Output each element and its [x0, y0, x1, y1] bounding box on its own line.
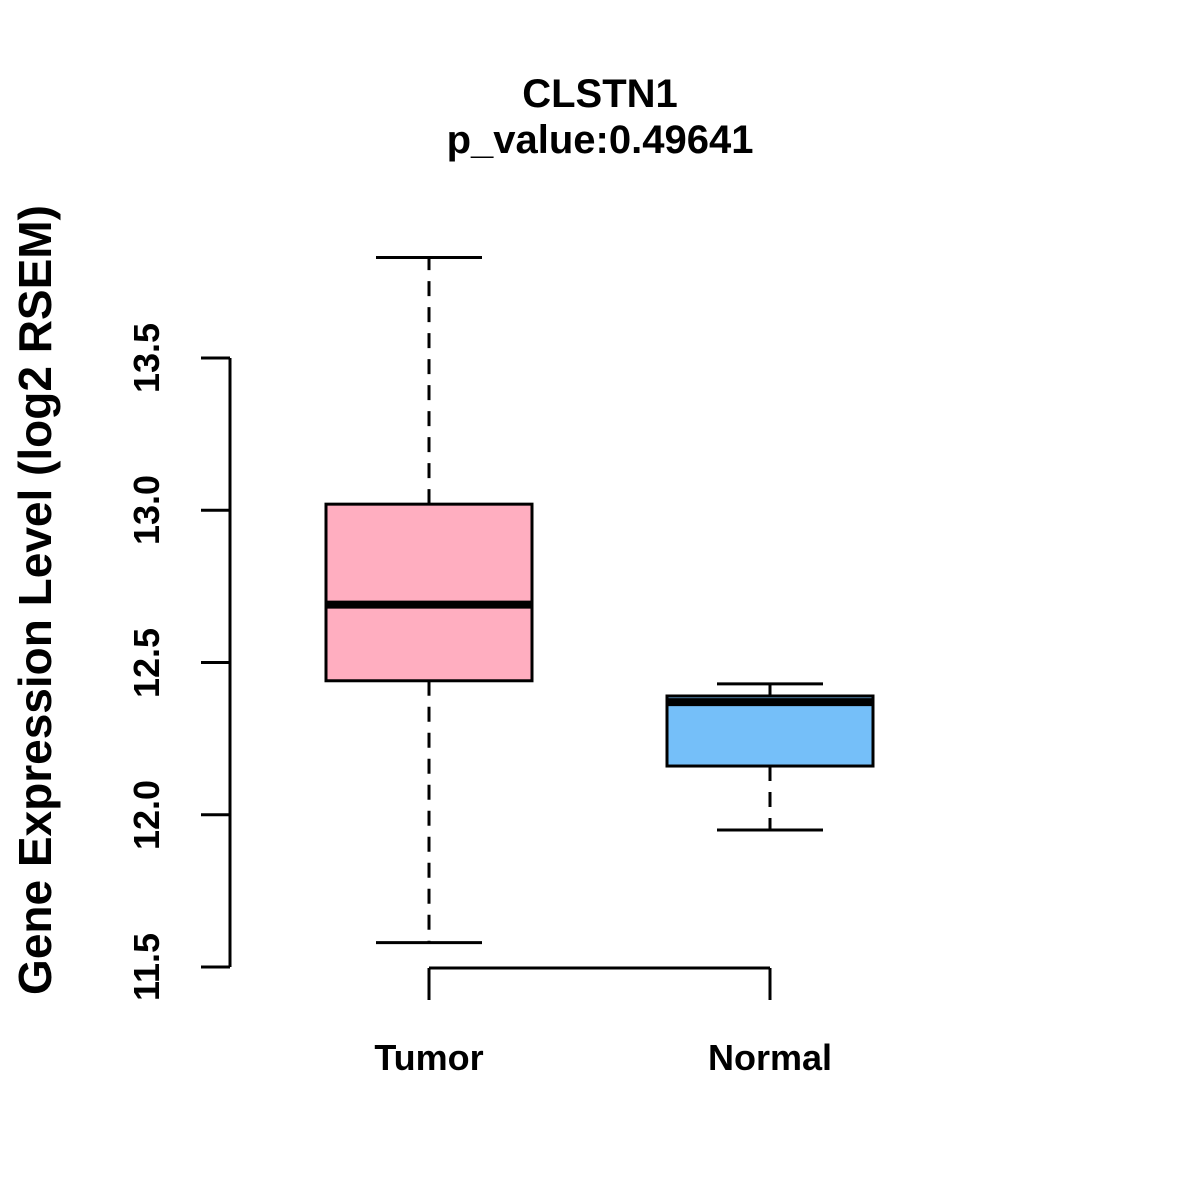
x-category-label-normal: Normal	[707, 1037, 833, 1078]
chart-subtitle: p_value:0.49641	[446, 118, 754, 162]
x-category-label-tumor: Tumor	[374, 1037, 484, 1078]
box-normal	[665, 694, 875, 768]
box-tumor	[324, 502, 534, 683]
chart-title: CLSTN1	[522, 72, 678, 116]
